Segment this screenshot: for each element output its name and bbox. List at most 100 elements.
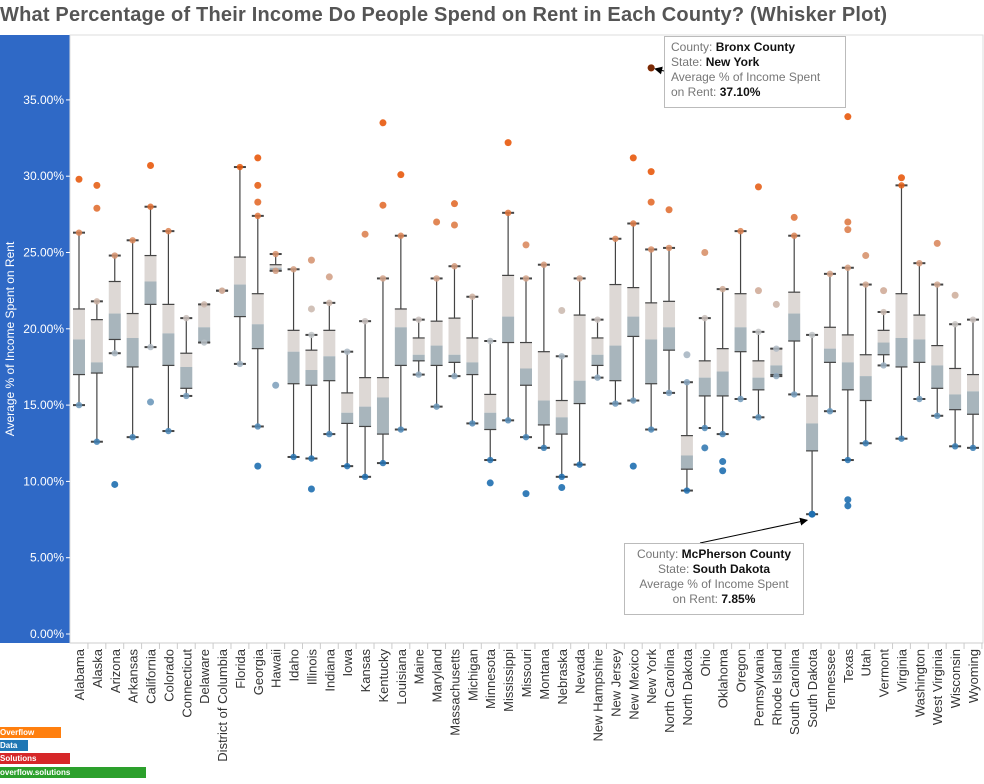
- state-whisker-virginia: Virginia: [894, 174, 911, 692]
- box-upper: [108, 281, 121, 314]
- data-point: [326, 430, 333, 438]
- box-upper: [573, 315, 586, 381]
- outlier-point: [379, 201, 387, 209]
- x-tick-label: New Hampshire: [591, 649, 606, 741]
- data-point: [916, 259, 923, 267]
- x-tick-label: Louisiana: [394, 648, 409, 704]
- legend-bar-overflow-solutions[interactable]: overflow.solutions: [0, 767, 146, 778]
- data-point: [147, 343, 154, 351]
- box-upper: [287, 330, 300, 352]
- state-whisker-rhode-island: Rhode Island: [769, 300, 786, 726]
- box-lower: [949, 394, 962, 410]
- state-whisker-north-carolina: North Carolina: [662, 206, 679, 733]
- box-upper: [537, 351, 550, 401]
- state-whisker-nebraska: Nebraska: [555, 306, 572, 705]
- box-upper: [484, 394, 497, 413]
- data-point: [433, 403, 440, 410]
- box-lower: [484, 412, 497, 430]
- outlier-point: [790, 213, 798, 221]
- data-point: [129, 433, 136, 441]
- y-tick-label: 15.00%: [23, 398, 64, 412]
- outlier-point: [307, 256, 315, 264]
- data-point: [504, 417, 512, 424]
- state-whisker-wyoming: Wyoming: [966, 316, 983, 703]
- tooltip-state: South Dakota: [692, 562, 771, 576]
- data-point: [701, 314, 708, 322]
- outlier-point: [93, 181, 101, 189]
- data-point: [308, 455, 315, 462]
- box-upper: [198, 304, 211, 328]
- data-point: [344, 348, 351, 355]
- outlier-point: [433, 218, 441, 226]
- x-tick-label: Delaware: [197, 649, 212, 704]
- data-point: [558, 473, 565, 481]
- state-whisker-district-of-columbia: District of Columbia: [215, 287, 232, 762]
- outlier-point: [629, 462, 637, 470]
- tooltip-county-label: County:: [671, 40, 713, 54]
- box-upper: [412, 337, 425, 355]
- x-tick-label: New Jersey: [608, 649, 623, 717]
- outlier-point: [897, 174, 905, 182]
- state-whisker-new-york: New York: [644, 64, 661, 704]
- y-tick-label: 25.00%: [23, 246, 64, 260]
- box-lower: [591, 354, 604, 366]
- x-tick-label: Wyoming: [966, 649, 981, 703]
- box-lower: [752, 377, 765, 390]
- box-lower: [90, 362, 103, 374]
- data-point: [308, 331, 315, 339]
- y-axis-panel: [0, 35, 70, 643]
- box-lower: [859, 376, 872, 401]
- data-point: [272, 250, 279, 258]
- outlier-point: [647, 198, 655, 206]
- data-point: [93, 438, 101, 445]
- outlier-point: [844, 502, 852, 510]
- data-point: [218, 287, 226, 294]
- legend-bar-data[interactable]: Data: [0, 740, 28, 751]
- legend-bar-solutions[interactable]: Solutions: [0, 753, 71, 764]
- box-lower: [841, 362, 854, 390]
- data-point: [200, 301, 208, 308]
- box-upper: [680, 435, 693, 456]
- legend-bar-overflow[interactable]: Overflow: [0, 727, 62, 738]
- box-lower: [126, 337, 139, 367]
- x-tick-label: Indiana: [322, 648, 337, 691]
- box-lower: [609, 345, 622, 381]
- data-point: [755, 414, 762, 421]
- data-point: [326, 299, 333, 307]
- tooltip-measure-label: Average % of Income Spent: [671, 70, 821, 84]
- outlier-point: [558, 306, 566, 314]
- box-lower: [162, 333, 175, 366]
- x-tick-label: Oklahoma: [716, 648, 731, 708]
- tooltip-county-label: County:: [636, 547, 679, 561]
- outlier-point: [307, 305, 315, 313]
- data-point: [665, 389, 673, 397]
- data-point: [898, 435, 905, 442]
- box-lower: [466, 362, 479, 375]
- state-whisker-alaska: Alaska: [90, 181, 107, 688]
- outlier-point: [754, 183, 762, 191]
- box-upper: [877, 330, 890, 343]
- state-whisker-idaho: Idaho: [287, 266, 303, 682]
- data-point: [433, 275, 440, 282]
- outlier-point: [754, 287, 762, 295]
- outlier-point: [450, 200, 458, 208]
- box-lower: [967, 391, 979, 415]
- x-tick-label: Kansas: [358, 649, 373, 693]
- tooltip-county: Bronx County: [715, 40, 796, 54]
- box-lower: [627, 316, 640, 337]
- outlier-point: [307, 485, 315, 493]
- state-whisker-kansas: Kansas: [358, 230, 375, 693]
- data-point: [737, 395, 744, 403]
- box-upper: [555, 400, 568, 418]
- state-whisker-north-dakota: North Dakota: [680, 351, 697, 726]
- data-point: [451, 263, 458, 270]
- box-lower: [645, 339, 658, 384]
- tooltip-value: 7.85%: [721, 592, 756, 606]
- data-point: [75, 401, 83, 409]
- annotated-point: [808, 510, 816, 518]
- box-upper: [90, 319, 103, 363]
- data-point: [522, 433, 530, 441]
- box-upper: [376, 377, 389, 398]
- data-point: [487, 337, 494, 345]
- outlier-point: [522, 241, 530, 249]
